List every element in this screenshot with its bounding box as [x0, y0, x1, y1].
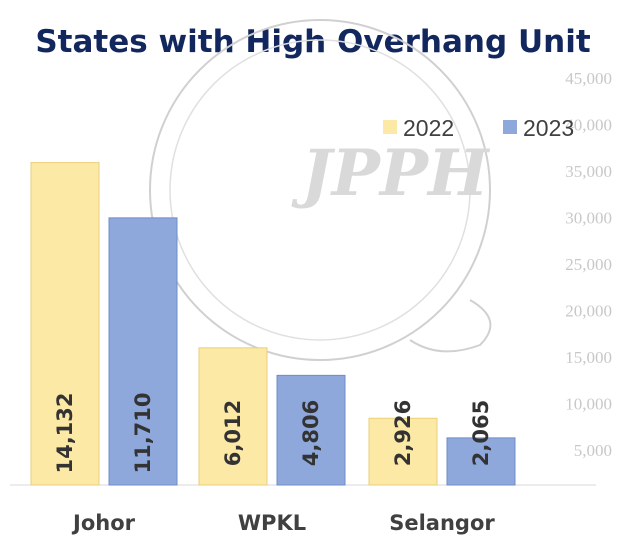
bars	[30, 162, 516, 486]
watermark-seal: JPPH	[149, 19, 492, 361]
bar-selangor-2023	[446, 437, 516, 486]
x-tick-label: WPKL	[238, 511, 306, 535]
data-label: 2,926	[391, 400, 415, 466]
bar-johor-2022	[30, 162, 100, 486]
watermark-text: JPPH	[291, 136, 492, 211]
y-tick-label: 40,000	[565, 116, 612, 135]
y-tick-label: 25,000	[565, 255, 612, 274]
bar-johor-2023	[108, 217, 178, 486]
data-label: 11,710	[131, 392, 155, 473]
legend-swatch-2023	[503, 120, 517, 134]
y-tick-label: 35,000	[565, 162, 612, 181]
y-tick-label: 45,000	[565, 69, 612, 88]
y-tick-label: 30,000	[565, 209, 612, 228]
bar-wpkl-2023	[276, 374, 346, 486]
bar-selangor-2022	[368, 417, 438, 486]
data-label: 2,065	[469, 400, 493, 466]
y-tick-label: 20,000	[565, 302, 612, 321]
data-label: 4,806	[299, 400, 323, 466]
y-axis: 5,000 10,000 15,000 20,000 25,000 30,000 35,00…	[565, 69, 612, 460]
data-labels: 14,132 11,710 6,012 4,806 2,926 2,065	[53, 392, 493, 473]
chart-title: States with High Overhang Unit	[35, 24, 591, 60]
data-label: 6,012	[221, 400, 245, 466]
y-tick-label: 5,000	[574, 441, 612, 460]
x-tick-label: Selangor	[389, 511, 495, 535]
y-tick-label: 10,000	[565, 395, 612, 414]
data-label: 14,132	[53, 392, 77, 473]
legend-label: 2022	[403, 115, 454, 141]
x-axis: Johor WPKL Selangor	[71, 511, 495, 535]
legend: 2022 2023	[383, 115, 574, 141]
bar-wpkl-2022	[198, 347, 268, 486]
y-tick-label: 15,000	[565, 348, 612, 367]
legend-label: 2023	[523, 115, 574, 141]
x-tick-label: Johor	[71, 511, 136, 535]
legend-swatch-2022	[383, 120, 397, 134]
